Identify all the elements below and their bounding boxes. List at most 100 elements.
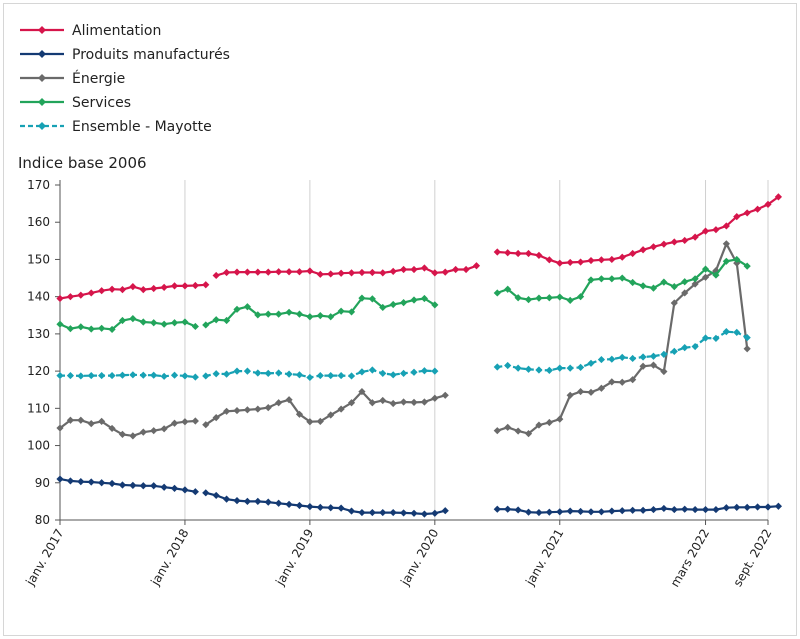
data-point [316, 270, 324, 278]
data-point [701, 273, 710, 281]
data-point [150, 482, 158, 490]
data-point [670, 283, 678, 291]
data-point [264, 369, 272, 377]
data-point [649, 284, 658, 292]
data-point [170, 371, 179, 379]
legend-item: Alimentation [20, 23, 161, 39]
data-point [420, 367, 429, 375]
data-point [368, 295, 376, 303]
data-point [576, 293, 585, 301]
legend-label: Produits manufacturés [72, 47, 230, 63]
series-alimentation [56, 193, 783, 303]
data-point [285, 308, 293, 316]
data-point [743, 334, 751, 342]
data-point [285, 370, 293, 378]
data-point [691, 233, 699, 241]
data-point [337, 405, 345, 413]
data-point [629, 354, 637, 363]
data-point [181, 318, 189, 326]
data-point [212, 414, 220, 422]
data-point [524, 508, 533, 516]
data-point [712, 271, 720, 279]
data-point [753, 503, 762, 511]
legend-label: Énergie [72, 70, 125, 87]
data-point [712, 226, 720, 234]
data-point [587, 388, 595, 396]
data-point [399, 299, 408, 307]
data-point [160, 372, 168, 380]
data-point [202, 321, 210, 329]
y-tick-label: 100 [27, 439, 50, 453]
data-point [743, 503, 751, 511]
data-point [233, 497, 241, 505]
data-point [295, 501, 304, 510]
legend-swatch-marker [38, 74, 46, 82]
data-point [306, 503, 314, 511]
data-point [358, 508, 366, 517]
data-point [431, 269, 439, 277]
data-point [629, 278, 637, 287]
data-point [98, 479, 106, 487]
data-point [493, 427, 501, 435]
data-point [431, 301, 439, 309]
data-point [681, 344, 689, 352]
data-point [649, 352, 658, 360]
data-point [639, 362, 647, 370]
data-point [441, 507, 449, 515]
data-point [66, 325, 75, 333]
y-tick-label: 170 [27, 178, 50, 192]
data-point [597, 508, 606, 516]
data-point [108, 285, 116, 293]
data-point [254, 405, 262, 413]
data-point [712, 505, 720, 514]
data-point [108, 325, 116, 334]
grid [59, 180, 769, 520]
data-point [504, 249, 512, 257]
data-point [316, 371, 324, 380]
data-point [618, 253, 626, 261]
data-point [608, 355, 616, 363]
data-point [202, 281, 210, 289]
data-point [389, 300, 397, 309]
data-point [295, 268, 304, 276]
data-point [295, 371, 304, 379]
data-point [545, 294, 553, 302]
data-point [327, 411, 335, 419]
data-point [649, 361, 658, 369]
data-point [597, 384, 606, 392]
data-point [379, 508, 387, 517]
data-point [77, 478, 85, 486]
series-line [205, 389, 446, 426]
legend-item: Produits manufacturés [20, 47, 230, 63]
data-point [608, 378, 616, 386]
data-point [66, 371, 75, 380]
data-point [118, 316, 127, 325]
data-point [420, 510, 429, 518]
legend-swatch-marker [38, 26, 46, 34]
data-point [608, 275, 616, 283]
data-point [212, 491, 220, 500]
data-point [493, 505, 501, 513]
series-line [497, 330, 748, 372]
data-point [306, 313, 314, 321]
data-point [681, 278, 689, 286]
data-point [681, 236, 689, 245]
data-point [545, 366, 553, 374]
data-point [587, 256, 595, 265]
y-tick-label: 150 [27, 252, 50, 266]
data-point [691, 505, 699, 514]
data-point [108, 479, 116, 488]
data-point [150, 319, 158, 327]
data-point [118, 481, 127, 489]
data-point [98, 287, 106, 295]
data-point [327, 371, 335, 380]
data-point [722, 504, 730, 512]
data-point [264, 310, 272, 318]
data-point [316, 417, 324, 425]
data-point [327, 313, 335, 321]
data-point [452, 265, 460, 274]
data-point [670, 347, 678, 355]
data-point [722, 328, 730, 336]
data-point [410, 398, 418, 406]
data-point [722, 257, 730, 265]
